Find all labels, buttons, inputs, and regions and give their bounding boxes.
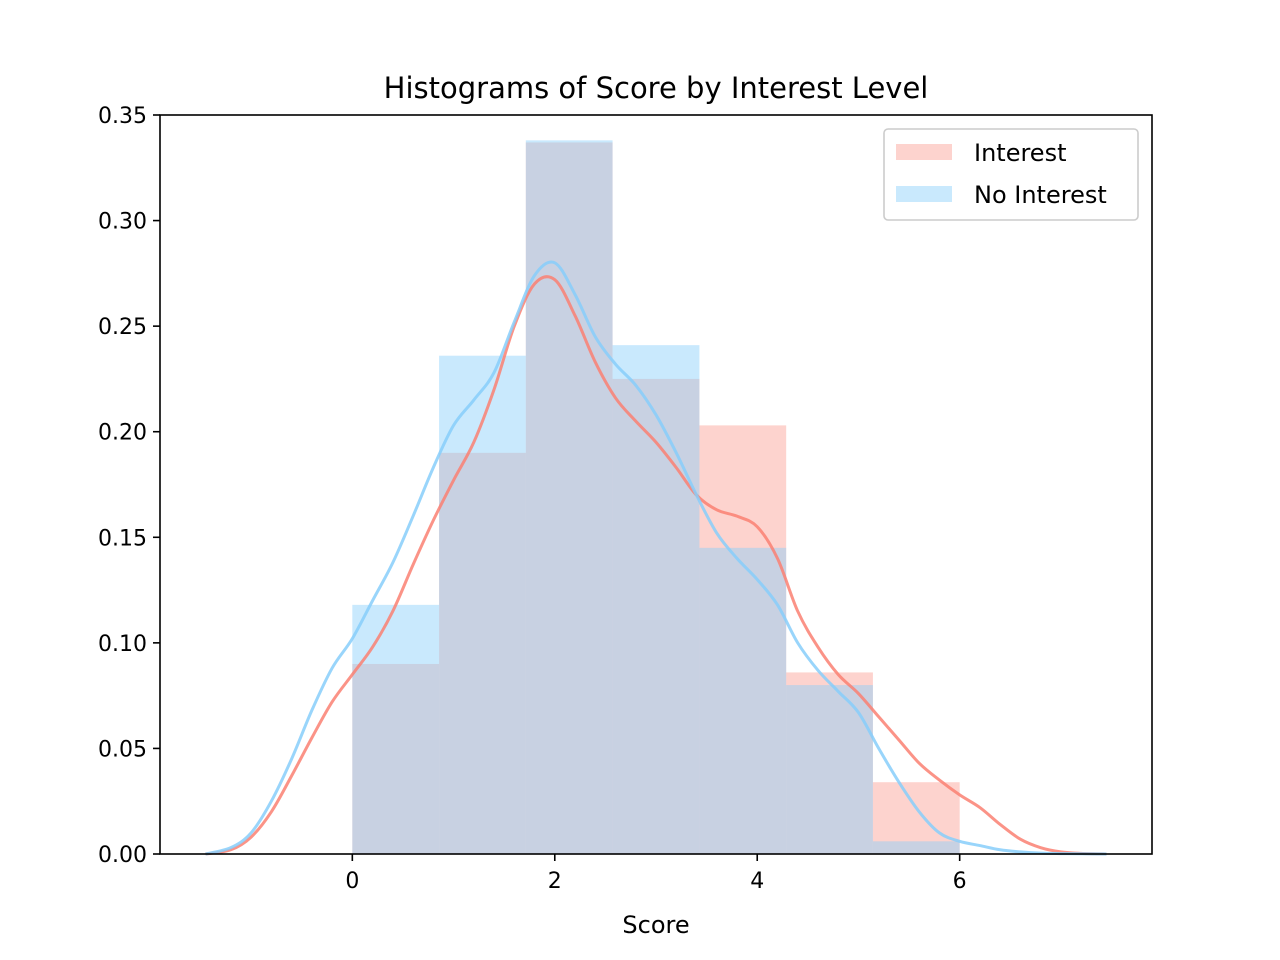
x-tick-label: 2 bbox=[548, 869, 562, 894]
histogram-bars bbox=[352, 140, 960, 854]
legend-swatch-no-interest bbox=[896, 186, 952, 202]
x-axis: 0 2 4 6 bbox=[345, 854, 967, 894]
y-tick-label: 0.00 bbox=[98, 843, 147, 868]
bar-no-interest-5 bbox=[786, 685, 873, 854]
kde-line-no-interest bbox=[205, 260, 1107, 856]
y-tick-label: 0.35 bbox=[98, 104, 147, 129]
legend-swatch-interest bbox=[896, 144, 952, 160]
y-tick-label: 0.20 bbox=[98, 421, 147, 446]
y-axis: 0.00 0.05 0.10 0.15 0.20 0.25 0.30 0.35 bbox=[98, 104, 160, 868]
bar-no-interest-2 bbox=[525, 140, 613, 854]
bar-interest-1 bbox=[439, 452, 526, 854]
plot-area-frame bbox=[159, 114, 1153, 855]
legend-label-interest: Interest bbox=[974, 139, 1066, 167]
y-tick-label: 0.30 bbox=[98, 210, 147, 235]
bar-interest-3 bbox=[612, 378, 700, 854]
bar-no-interest-6 bbox=[872, 841, 960, 854]
x-tick-label: 6 bbox=[953, 869, 967, 894]
legend-label-no-interest: No Interest bbox=[974, 181, 1107, 209]
bar-interest-6 bbox=[872, 782, 960, 854]
bar-no-interest-1 bbox=[439, 355, 526, 854]
y-tick-label: 0.05 bbox=[98, 737, 147, 762]
bar-interest-0 bbox=[352, 663, 440, 854]
kde-line-interest bbox=[205, 275, 1107, 856]
y-tick-label: 0.25 bbox=[98, 315, 147, 340]
bar-interest-2 bbox=[525, 142, 613, 854]
bar-no-interest-3 bbox=[612, 345, 700, 854]
chart-title: Histograms of Score by Interest Level bbox=[384, 71, 929, 105]
bar-interest-4 bbox=[699, 425, 787, 854]
bar-no-interest-0 bbox=[352, 604, 440, 854]
legend-box bbox=[883, 128, 1139, 221]
x-axis-label: Score bbox=[622, 911, 689, 939]
bar-interest-5 bbox=[786, 672, 873, 854]
y-tick-label: 0.10 bbox=[98, 632, 147, 657]
y-tick-label: 0.15 bbox=[98, 526, 147, 551]
legend: Interest No Interest bbox=[883, 128, 1139, 221]
x-tick-label: 4 bbox=[750, 869, 764, 894]
x-tick-label: 0 bbox=[345, 869, 359, 894]
bar-no-interest-4 bbox=[699, 547, 787, 854]
kde-curves bbox=[205, 260, 1107, 856]
